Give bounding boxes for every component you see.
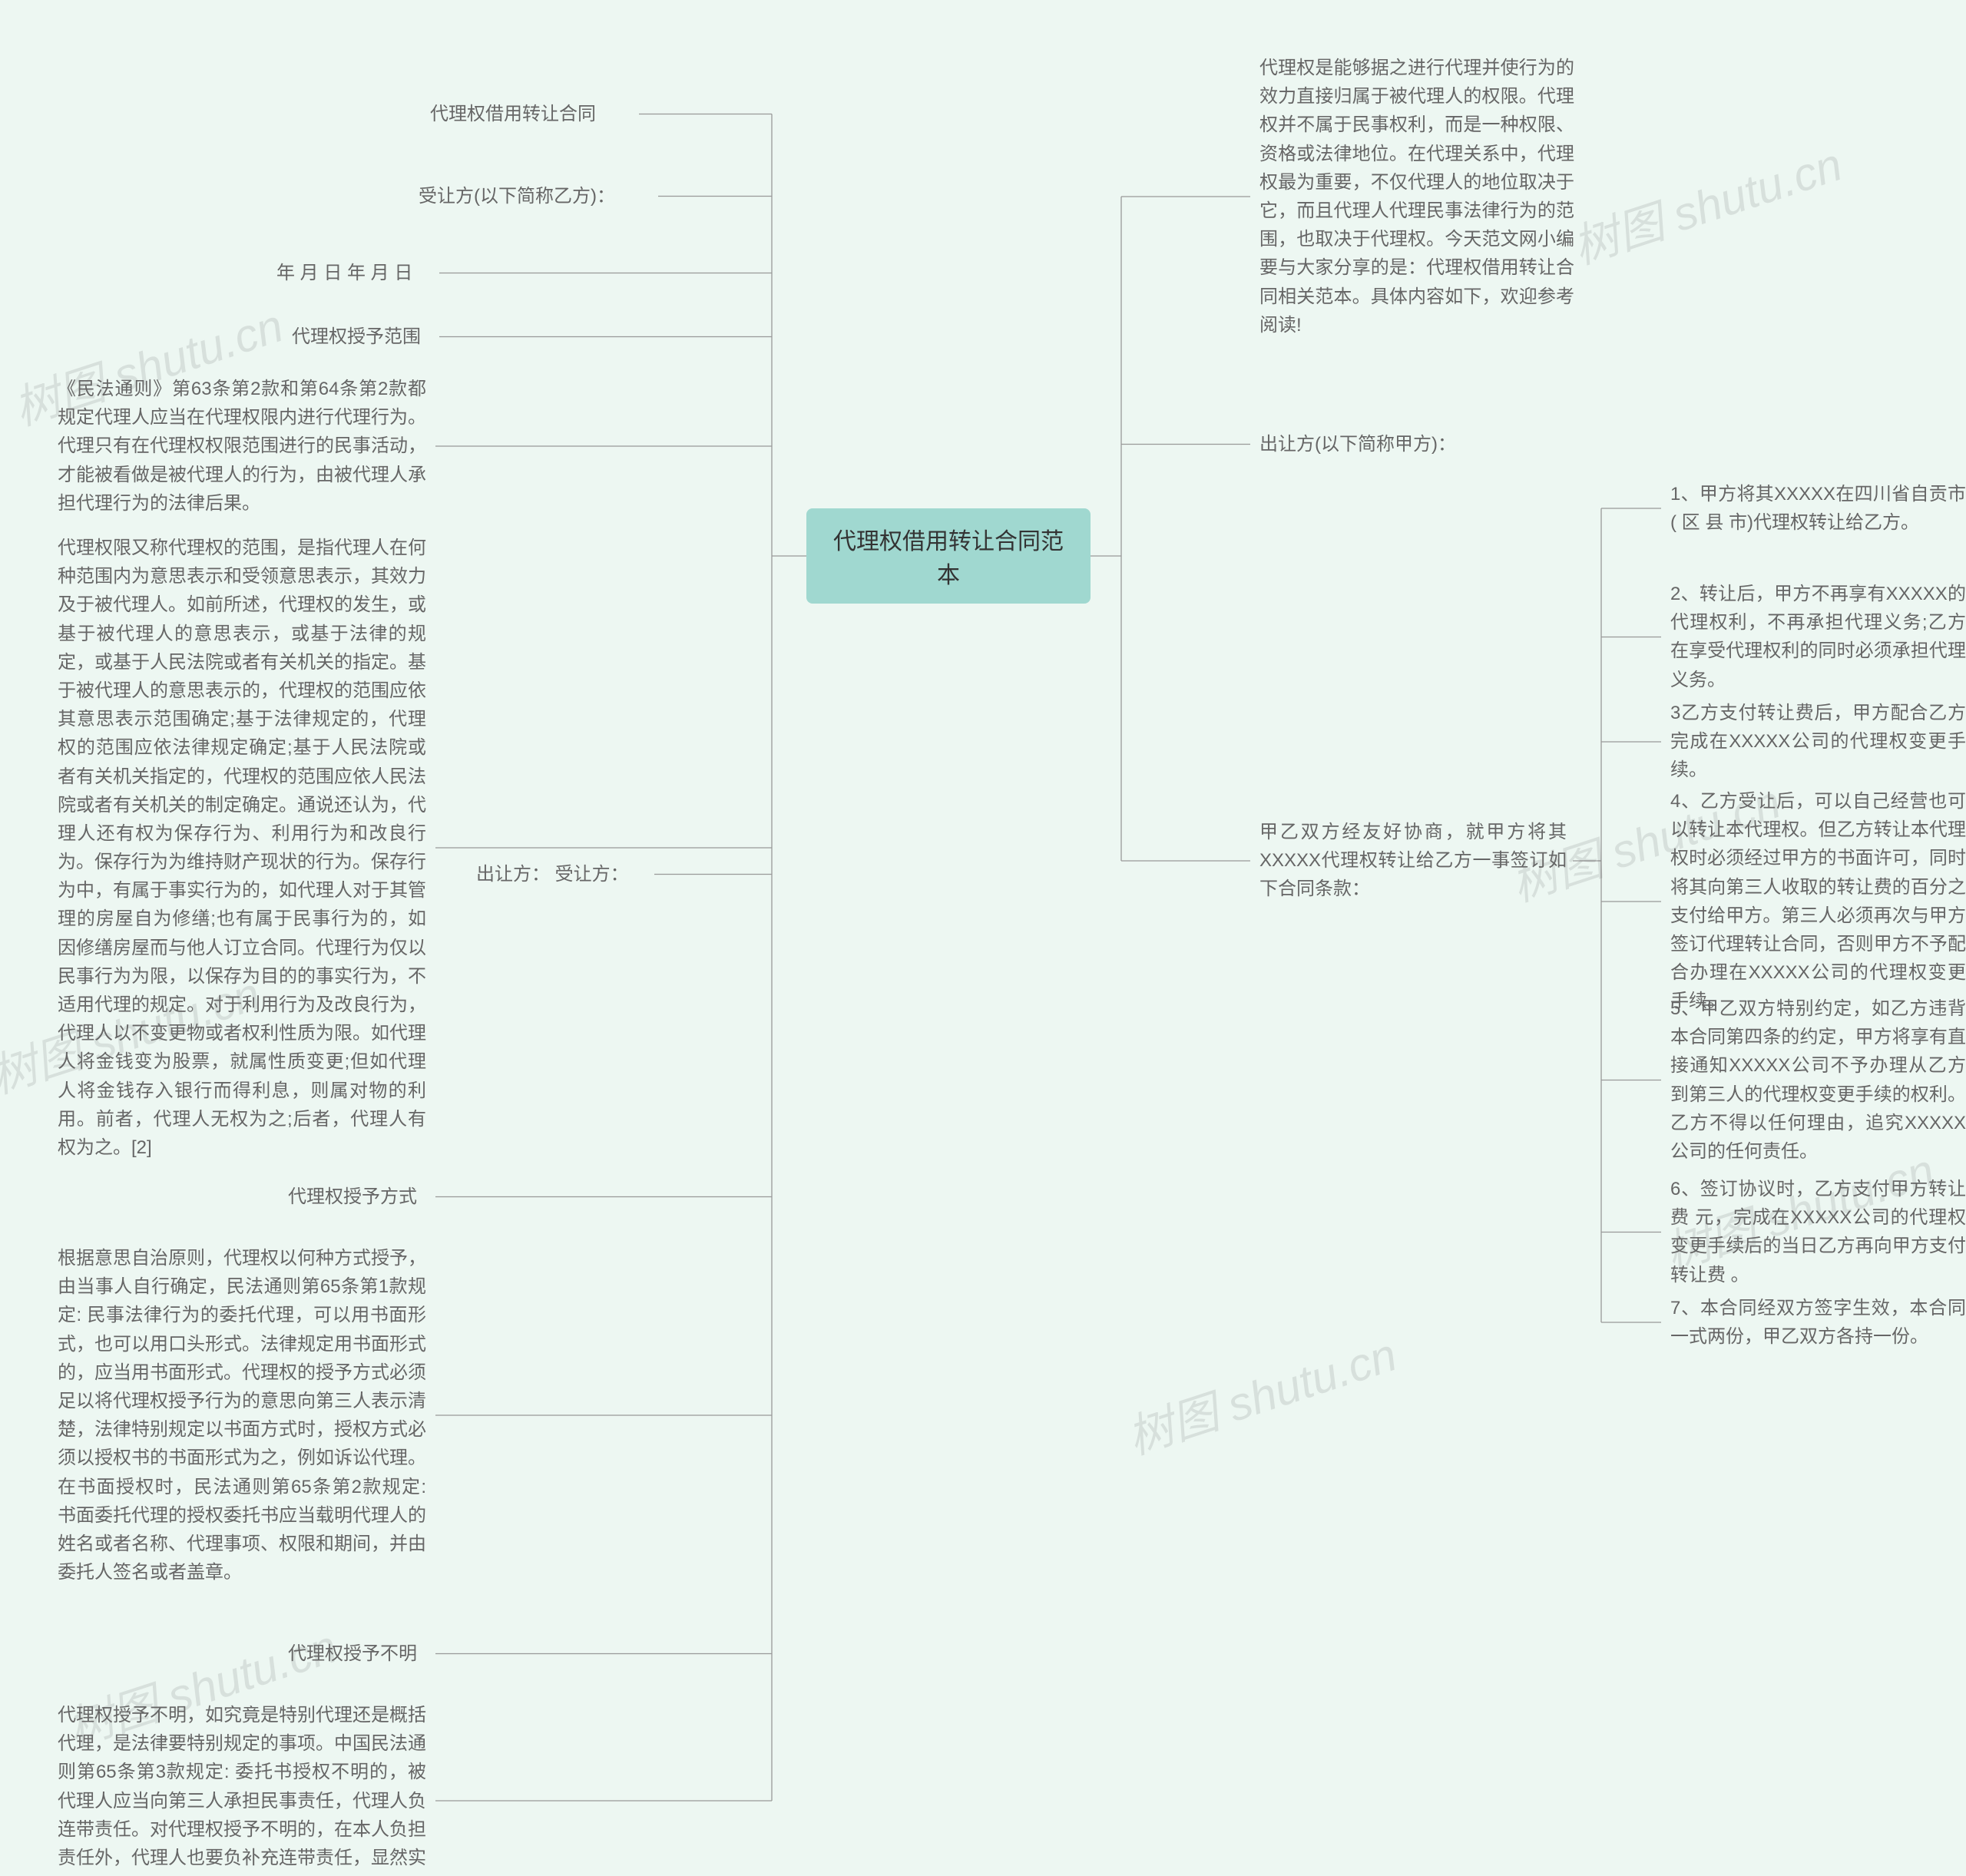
left-node-l1[interactable]: 代理权借用转让合同 bbox=[430, 100, 630, 128]
sub-node-s6[interactable]: 6、签订协议时，乙方支付甲方转让费 元，完成在XXXXX公司的代理权变更手续后的… bbox=[1670, 1175, 1966, 1289]
left-node-l9[interactable]: 根据意思自治原则，代理权以何种方式授予，由当事人自行确定，民法通则第65条第1款… bbox=[58, 1244, 426, 1586]
left-node-l10[interactable]: 代理权授予不明 bbox=[288, 1639, 426, 1668]
sub-node-s4[interactable]: 4、乙方受让后，可以自己经营也可以转让本代理权。但乙方转让本代理权时必须经过甲方… bbox=[1670, 787, 1966, 1016]
left-node-l4[interactable]: 代理权授予范围 bbox=[292, 323, 430, 351]
sub-node-s2[interactable]: 2、转让后，甲方不再享有XXXXX的代理权利，不再承担代理义务;乙方在享受代理权… bbox=[1670, 580, 1966, 694]
sub-node-s1[interactable]: 1、甲方将其XXXXX在四川省自贡市( 区 县 市)代理权转让给乙方。 bbox=[1670, 480, 1966, 537]
mindmap-canvas: 树图 shutu.cn树图 shutu.cn树图 shutu.cn树图 shut… bbox=[0, 0, 1966, 1876]
left-node-l8[interactable]: 代理权授予方式 bbox=[288, 1183, 426, 1211]
sub-node-s7[interactable]: 7、本合同经双方签字生效，本合同一式两份，甲乙双方各持一份。 bbox=[1670, 1294, 1966, 1351]
sub-node-s3[interactable]: 3乙方支付转让费后，甲方配合乙方完成在XXXXX公司的代理权变更手续。 bbox=[1670, 699, 1966, 785]
sub-node-s5[interactable]: 5、甲乙双方特别约定，如乙方违背本合同第四条的约定，甲方将享有直接通知XXXXX… bbox=[1670, 994, 1966, 1166]
right-node-r1[interactable]: 代理权是能够据之进行代理并使行为的效力直接归属于被代理人的权限。代理权并不属于民… bbox=[1259, 54, 1574, 339]
left-node-l6[interactable]: 代理权限又称代理权的范围，是指代理人在何种范围内为意思表示和受领意思表示，其效力… bbox=[58, 534, 426, 1162]
left-node-l11[interactable]: 代理权授予不明，如究竟是特别代理还是概括代理，是法律要特别规定的事项。中国民法通… bbox=[58, 1701, 426, 1876]
right-node-r2[interactable]: 出让方(以下简称甲方)： bbox=[1259, 430, 1490, 458]
watermark: 树图 shutu.cn bbox=[1117, 1318, 1404, 1467]
left-node-l5[interactable]: 《民法通则》第63条第2款和第64条第2款都规定代理人应当在代理权限内进行代理行… bbox=[58, 375, 426, 518]
left-node-l2[interactable]: 受让方(以下简称乙方)： bbox=[419, 182, 649, 210]
left-node-l7[interactable]: 出让方： 受让方： bbox=[476, 860, 645, 888]
center-node[interactable]: 代理权借用转让合同范本 bbox=[806, 508, 1091, 604]
watermark: 树图 shutu.cn bbox=[1563, 127, 1849, 277]
right-node-r3[interactable]: 甲乙双方经友好协商，就甲方将其XXXXX代理权转让给乙方一事签订如下合同条款： bbox=[1259, 818, 1567, 904]
left-node-l3[interactable]: 年 月 日 年 月 日 bbox=[276, 259, 430, 287]
